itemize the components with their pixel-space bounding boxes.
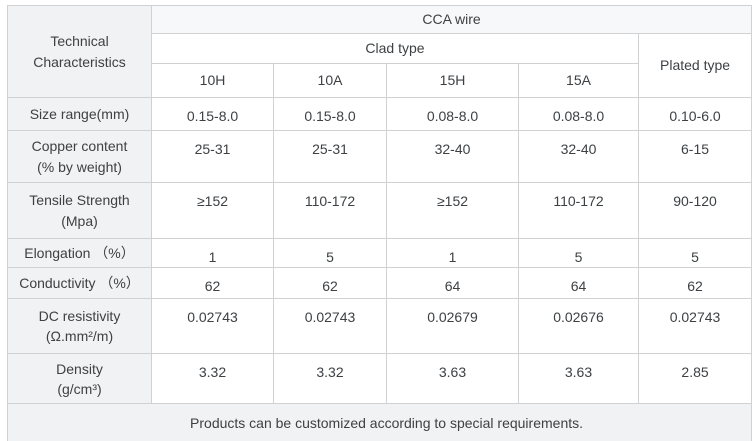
table-row: Products can be customized according to … [6, 403, 753, 441]
spec-value: 0.02676 [518, 298, 639, 355]
spec-value: 110-172 [518, 182, 639, 239]
column-header-10a: 10A [273, 63, 387, 98]
spec-value: 0.02679 [386, 298, 519, 355]
row-label-density: Density (g/cm³) [7, 353, 152, 405]
corner-header-technical-characteristics: Technical Characteristics [7, 5, 152, 98]
spec-value: 64 [518, 267, 639, 300]
spec-value: ≥152 [386, 182, 519, 239]
spec-value: 62 [273, 267, 387, 300]
table-row: Copper content (% by weight) 25-31 25-31… [7, 130, 753, 183]
spec-value: 32-40 [386, 130, 519, 183]
spec-value: 0.08-8.0 [386, 97, 519, 131]
spec-value: 1 [151, 237, 274, 269]
spec-value: 3.63 [386, 353, 519, 405]
column-header-plated-type: Plated type [637, 33, 753, 98]
spec-value: 3.32 [151, 353, 274, 405]
table-row: Density (g/cm³) 3.32 3.32 3.63 3.63 2.85 [7, 353, 753, 405]
spec-value: 0.02743 [273, 298, 387, 355]
spec-value: 0.02743 [151, 298, 274, 355]
spec-value: 25-31 [151, 130, 274, 183]
spec-value: 90-120 [637, 182, 753, 239]
row-label-size-range: Size range(mm) [7, 97, 152, 131]
spec-value: ≥152 [151, 182, 274, 239]
spec-value: 0.15-8.0 [151, 97, 274, 131]
table-row: Conductivity （%） 62 62 64 64 62 [7, 267, 753, 300]
spec-value: 0.02743 [637, 298, 753, 355]
spec-value: 25-31 [273, 130, 387, 183]
row-label-elongation: Elongation （%） [7, 237, 152, 269]
row-label-tensile-strength: Tensile Strength (Mpa) [7, 182, 152, 239]
spec-value: 1 [386, 237, 519, 269]
spec-value: 3.63 [518, 353, 639, 405]
row-label-dc-resistivity: DC resistivity (Ω.mm²/m) [7, 298, 152, 355]
table-row: Tensile Strength (Mpa) ≥152 110-172 ≥152… [7, 182, 753, 239]
cca-wire-spec-table: Technical Characteristics CCA wire Clad … [6, 5, 753, 441]
table-row: DC resistivity (Ω.mm²/m) 0.02743 0.02743… [7, 298, 753, 355]
table-row: Size range(mm) 0.15-8.0 0.15-8.0 0.08-8.… [7, 97, 753, 131]
spec-value: 0.08-8.0 [518, 97, 639, 131]
spec-value: 5 [637, 237, 753, 269]
spec-value: 110-172 [273, 182, 387, 239]
subgroup-header-clad-type: Clad type [151, 33, 639, 64]
group-header-cca-wire: CCA wire [150, 5, 753, 34]
row-label-conductivity: Conductivity （%） [7, 267, 152, 300]
footer-note: Products can be customized according to … [6, 403, 753, 441]
spec-value: 62 [151, 267, 274, 300]
spec-value: 64 [386, 267, 519, 300]
spec-value: 0.10-6.0 [637, 97, 753, 131]
table-row: Elongation （%） 1 5 1 5 5 [7, 237, 753, 269]
spec-value: 32-40 [518, 130, 639, 183]
spec-value: 62 [637, 267, 753, 300]
column-header-10h: 10H [151, 63, 274, 98]
spec-value: 5 [273, 237, 387, 269]
spec-value: 2.85 [637, 353, 753, 405]
column-header-15a: 15A [518, 63, 639, 98]
column-header-15h: 15H [386, 63, 519, 98]
spec-value: 3.32 [273, 353, 387, 405]
spec-value: 0.15-8.0 [273, 97, 387, 131]
row-label-copper-content: Copper content (% by weight) [7, 130, 152, 183]
spec-value: 5 [518, 237, 639, 269]
spec-value: 6-15 [637, 130, 753, 183]
